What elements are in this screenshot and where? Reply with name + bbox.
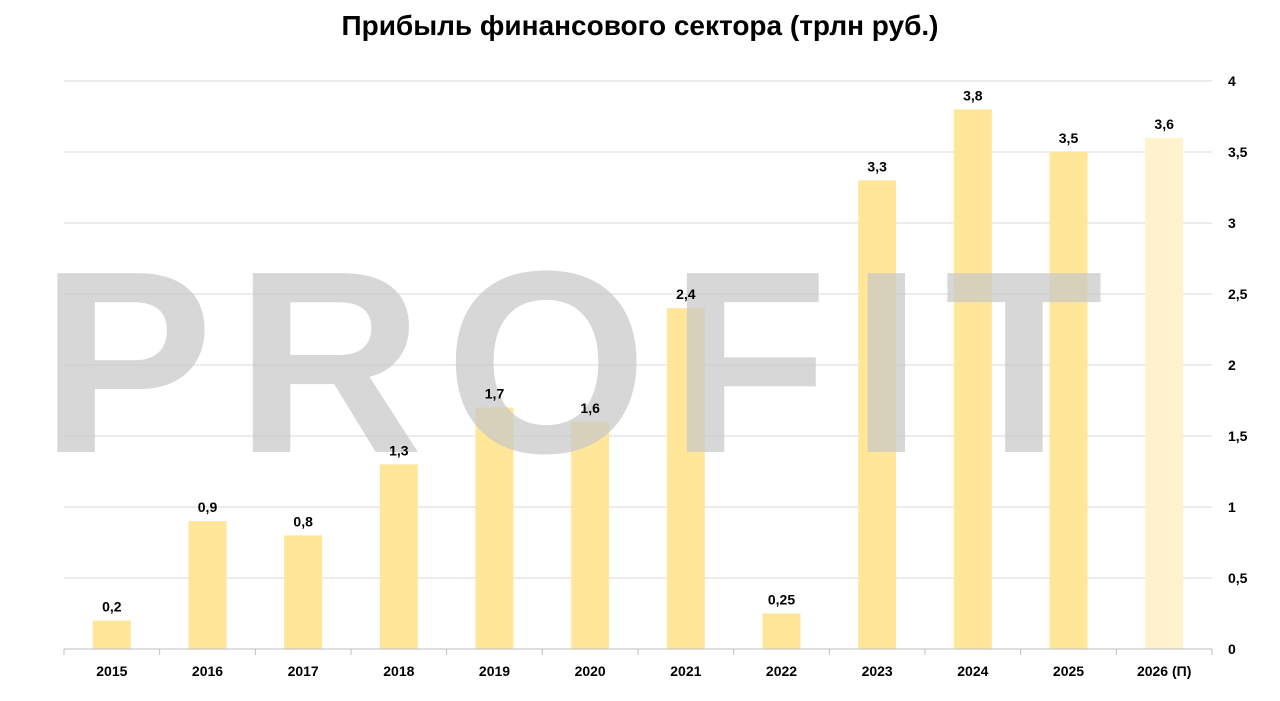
y-tick-label: 3,5: [1228, 144, 1248, 160]
bar: [571, 421, 610, 649]
watermark: PROFIT: [40, 218, 1125, 508]
bar: [666, 308, 705, 649]
y-axis: 0 0,5 1 1,5 2 2,5 3 3,5 4: [1228, 73, 1248, 657]
data-label: 2,4: [676, 286, 696, 302]
x-tick-label: 2016: [192, 663, 223, 679]
data-label: 3,3: [867, 158, 887, 174]
data-labels: 0,2 0,9 0,8 1,3 1,7 1,6 2,4 0,25 3,3 3,8 3,5 3,6: [102, 87, 1174, 614]
x-tick-label: 2018: [383, 663, 414, 679]
bar: [284, 535, 323, 649]
bar: [953, 109, 992, 649]
y-tick-label: 1,5: [1228, 428, 1248, 444]
y-tick-label: 4: [1228, 73, 1236, 89]
x-tick-label: 2024: [957, 663, 988, 679]
bar: [1145, 137, 1184, 650]
y-tick-label: 1: [1228, 499, 1236, 515]
chart-title: Прибыль финансового сектора (трлн руб.): [341, 10, 939, 41]
data-label: 0,2: [102, 599, 122, 615]
data-label: 1,6: [580, 400, 600, 416]
x-tick-label: 2026 (П): [1137, 663, 1191, 679]
data-label: 3,6: [1154, 116, 1174, 132]
gridlines: [64, 80, 1212, 579]
x-axis: 2015 2016 2017 2018 2019 2020 2021 2022 2023 2024…: [63, 648, 1213, 679]
bar: [762, 613, 801, 649]
watermark-text: PROFIT: [40, 218, 1125, 508]
x-tick-label: 2023: [862, 663, 893, 679]
y-tick-label: 0: [1228, 641, 1236, 657]
data-label: 1,3: [389, 442, 409, 458]
bar: [92, 620, 131, 649]
x-tick-label: 2019: [479, 663, 510, 679]
data-label: 3,5: [1059, 130, 1079, 146]
data-label: 3,8: [963, 87, 983, 103]
bar: [858, 180, 897, 649]
y-tick-label: 2,5: [1228, 286, 1248, 302]
x-tick-label: 2020: [575, 663, 606, 679]
data-label: 1,7: [485, 386, 505, 402]
y-tick-label: 3: [1228, 215, 1236, 231]
x-tick-label: 2017: [288, 663, 319, 679]
data-label: 0,9: [198, 499, 218, 515]
x-tick-label: 2025: [1053, 663, 1084, 679]
bar: [475, 407, 514, 649]
data-label: 0,8: [293, 513, 313, 529]
bar: [379, 464, 418, 649]
x-tick-label: 2021: [670, 663, 701, 679]
y-tick-label: 2: [1228, 357, 1236, 373]
data-label: 0,25: [768, 592, 795, 608]
bar: [188, 521, 227, 649]
bars: [92, 109, 1184, 650]
x-tick-label: 2015: [96, 663, 127, 679]
x-tick-label: 2022: [766, 663, 797, 679]
y-tick-label: 0,5: [1228, 570, 1248, 586]
bar: [1049, 152, 1088, 649]
